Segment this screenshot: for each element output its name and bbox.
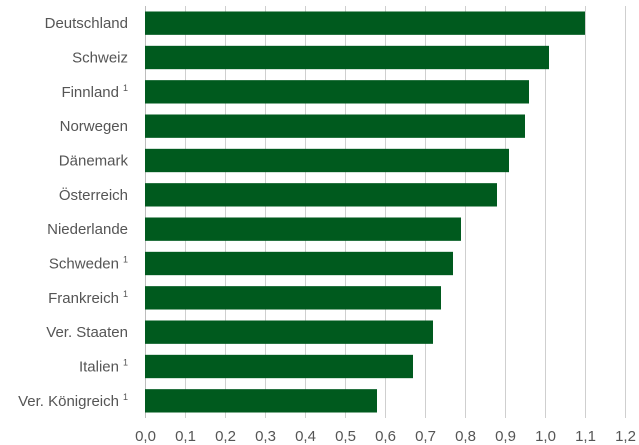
category-label: Schweiz — [72, 50, 128, 67]
bar — [145, 354, 413, 379]
category-label: Ver. Königreich 1 — [18, 392, 128, 410]
category-label: Finnland 1 — [61, 83, 128, 101]
bar — [145, 114, 525, 138]
x-tick-label: 0,3 — [255, 428, 276, 445]
footnote-marker: 1 — [123, 358, 128, 368]
category-label-layer: Deutschland Schweiz Finnland 1 Norwegen Dänem… — [18, 15, 128, 410]
category-label: Norwegen — [60, 118, 128, 135]
bar — [145, 45, 549, 70]
grid-layer — [145, 6, 626, 418]
x-tick-label: 1,1 — [575, 428, 596, 445]
category-label: Ver. Staaten — [46, 324, 128, 341]
x-tick-label: 1,0 — [535, 428, 556, 445]
bar — [145, 320, 433, 344]
category-label: Italien 1 — [79, 358, 128, 376]
x-tick-label: 0,5 — [335, 428, 356, 445]
footnote-marker: 1 — [123, 255, 128, 265]
bar — [145, 217, 461, 241]
bar — [145, 389, 377, 413]
x-tick-layer: 0,0 0,1 0,2 0,3 0,4 0,5 0,6 0,7 0,8 0,9 1,0 1,1 1,2 — [135, 428, 636, 445]
x-tick-label: 0,9 — [495, 428, 516, 445]
x-tick-label: 0,6 — [375, 428, 396, 445]
x-tick-label: 0,4 — [295, 428, 316, 445]
x-tick-label: 0,8 — [455, 428, 476, 445]
x-tick-label: 0,1 — [175, 428, 196, 445]
x-tick-label: 0,0 — [135, 428, 156, 445]
x-tick-label: 0,2 — [215, 428, 236, 445]
category-label: Frankreich 1 — [48, 289, 128, 307]
bar-layer — [145, 11, 585, 413]
category-label: Österreich — [59, 186, 128, 204]
x-tick-label: 1,2 — [615, 428, 636, 445]
footnote-marker: 1 — [123, 289, 128, 299]
bar — [145, 286, 441, 310]
category-label: Deutschland — [45, 15, 128, 32]
x-tick-label: 0,7 — [415, 428, 436, 445]
category-label: Dänemark — [59, 153, 129, 170]
bar — [145, 11, 585, 35]
category-label: Niederlande — [47, 221, 128, 238]
footnote-marker: 1 — [123, 392, 128, 402]
bar — [145, 183, 497, 207]
bar — [145, 251, 453, 276]
category-label: Schweden 1 — [49, 255, 128, 273]
footnote-marker: 1 — [123, 83, 128, 93]
bar — [145, 80, 529, 104]
bar — [145, 148, 509, 173]
